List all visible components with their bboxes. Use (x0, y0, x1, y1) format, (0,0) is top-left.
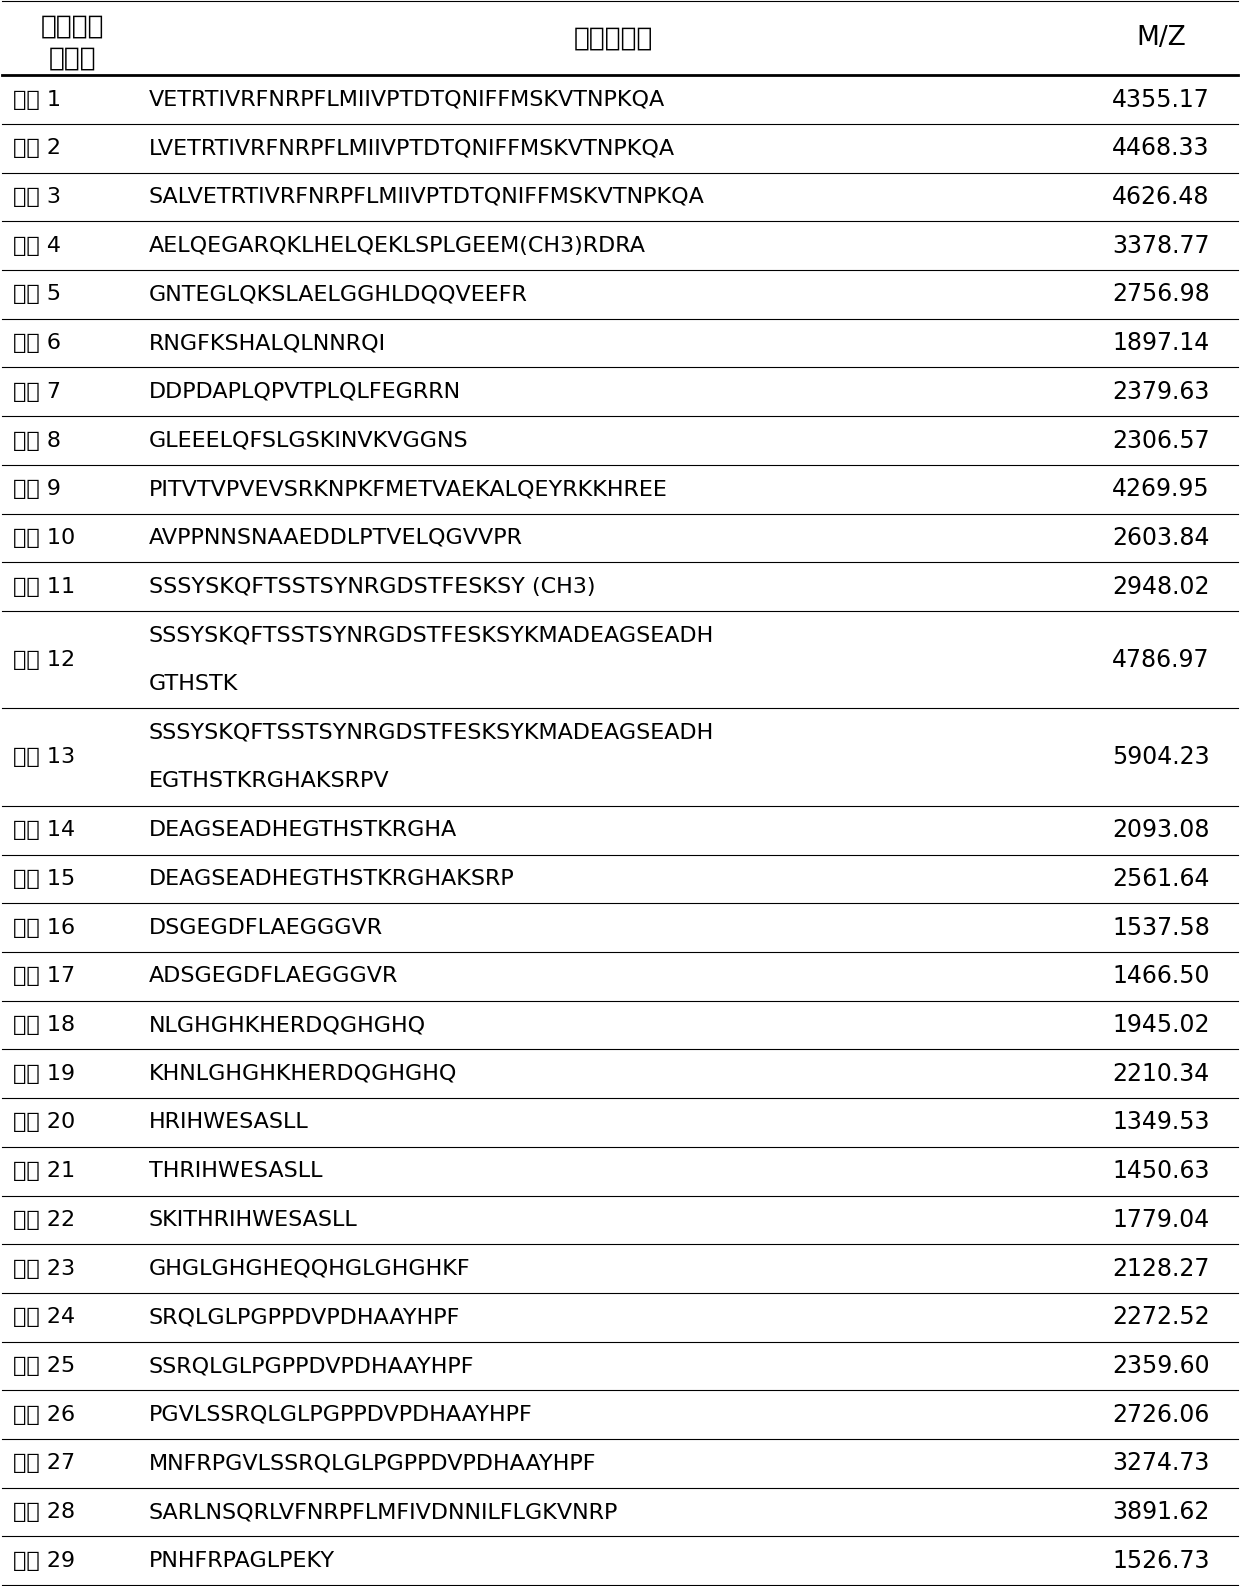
Text: DSGEGDFLAEGGGVR: DSGEGDFLAEGGGVR (149, 918, 383, 937)
Text: 序列 27: 序列 27 (14, 1453, 76, 1473)
Text: GHGLGHGHEQQHGLGHGHKF: GHGLGHGHEQQHGLGHGHKF (149, 1259, 471, 1278)
Text: 序列 6: 序列 6 (14, 333, 61, 354)
Text: 序列 13: 序列 13 (14, 747, 76, 768)
Text: 序列 15: 序列 15 (14, 869, 76, 888)
Text: 1450.63: 1450.63 (1112, 1159, 1210, 1183)
Text: NLGHGHKHERDQGHGHQ: NLGHGHKHERDQGHGHQ (149, 1015, 427, 1036)
Text: 2272.52: 2272.52 (1112, 1305, 1210, 1329)
Text: 序列 12: 序列 12 (14, 650, 76, 669)
Text: 序列 10: 序列 10 (14, 528, 76, 547)
Text: 序列 22: 序列 22 (14, 1210, 76, 1229)
Text: 2756.98: 2756.98 (1112, 282, 1210, 306)
Text: 2726.06: 2726.06 (1112, 1402, 1209, 1427)
Text: 序列 14: 序列 14 (14, 820, 76, 841)
Text: 2603.84: 2603.84 (1112, 527, 1210, 550)
Text: 序列 28: 序列 28 (14, 1502, 76, 1523)
Text: 序列 19: 序列 19 (14, 1064, 76, 1083)
Text: 序列表中: 序列表中 (41, 13, 104, 40)
Text: MNFRPGVLSSRQLGLPGPPDVPDHAAYHPF: MNFRPGVLSSRQLGLPGPPDVPDHAAYHPF (149, 1453, 596, 1473)
Text: M/Z: M/Z (1136, 25, 1185, 51)
Text: 序列 25: 序列 25 (14, 1356, 76, 1377)
Text: KHNLGHGHKHERDQGHGHQ: KHNLGHGHKHERDQGHGHQ (149, 1064, 458, 1083)
Text: ADSGEGDFLAEGGGVR: ADSGEGDFLAEGGGVR (149, 966, 398, 986)
Text: HRIHWESASLL: HRIHWESASLL (149, 1112, 309, 1132)
Text: 序列 11: 序列 11 (14, 577, 76, 596)
Text: SSSYSKQFTSSTSYNRGDSTFESKSYKMADEAGSEADH: SSSYSKQFTSSTSYNRGDSTFESKSYKMADEAGSEADH (149, 723, 714, 742)
Text: 2210.34: 2210.34 (1112, 1061, 1209, 1086)
Text: 序列 17: 序列 17 (14, 966, 76, 986)
Text: 4786.97: 4786.97 (1112, 647, 1210, 672)
Text: 5904.23: 5904.23 (1112, 745, 1210, 769)
Text: 1537.58: 1537.58 (1112, 915, 1210, 939)
Text: 3891.62: 3891.62 (1112, 1500, 1209, 1524)
Text: 3378.77: 3378.77 (1112, 233, 1210, 257)
Text: 2128.27: 2128.27 (1112, 1256, 1209, 1280)
Text: 序列 29: 序列 29 (14, 1551, 76, 1570)
Text: 序列 8: 序列 8 (14, 430, 61, 450)
Text: 序列 24: 序列 24 (14, 1307, 76, 1327)
Text: 2093.08: 2093.08 (1112, 818, 1210, 842)
Text: 1526.73: 1526.73 (1112, 1550, 1210, 1573)
Text: SRQLGLPGPPDVPDHAAYHPF: SRQLGLPGPPDVPDHAAYHPF (149, 1307, 460, 1327)
Text: 4355.17: 4355.17 (1112, 87, 1210, 111)
Text: 序列号: 序列号 (50, 44, 97, 71)
Text: SSRQLGLPGPPDVPDHAAYHPF: SSRQLGLPGPPDVPDHAAYHPF (149, 1356, 475, 1377)
Text: DEAGSEADHEGTHSTKRGHAKSRP: DEAGSEADHEGTHSTKRGHAKSRP (149, 869, 515, 888)
Text: DEAGSEADHEGTHSTKRGHA: DEAGSEADHEGTHSTKRGHA (149, 820, 458, 841)
Text: 2561.64: 2561.64 (1112, 868, 1210, 891)
Text: 1349.53: 1349.53 (1112, 1110, 1210, 1134)
Text: 序列 7: 序列 7 (14, 382, 61, 401)
Text: 序列 26: 序列 26 (14, 1405, 76, 1424)
Text: 序列 5: 序列 5 (14, 284, 61, 305)
Text: DDPDAPLQPVTPLQLFEGRRN: DDPDAPLQPVTPLQLFEGRRN (149, 382, 461, 401)
Text: 序列 2: 序列 2 (14, 138, 61, 159)
Text: 4468.33: 4468.33 (1112, 136, 1210, 160)
Text: 序列 21: 序列 21 (14, 1161, 76, 1182)
Text: 4269.95: 4269.95 (1112, 477, 1210, 501)
Text: SKITHRIHWESASLL: SKITHRIHWESASLL (149, 1210, 357, 1229)
Text: PITVTVPVEVSRKNPKFMETVAEKALQEYRKKHREE: PITVTVPVEVSRKNPKFMETVAEKALQEYRKKHREE (149, 479, 668, 500)
Text: 序列 9: 序列 9 (14, 479, 61, 500)
Text: 2379.63: 2379.63 (1112, 379, 1209, 404)
Text: AVPPNNSNAAEDDLPTVELQGVVPR: AVPPNNSNAAEDDLPTVELQGVVPR (149, 528, 523, 547)
Text: 1897.14: 1897.14 (1112, 331, 1209, 355)
Text: 序列 3: 序列 3 (14, 187, 61, 208)
Text: 1466.50: 1466.50 (1112, 964, 1210, 988)
Text: 序列 18: 序列 18 (14, 1015, 76, 1036)
Text: 2306.57: 2306.57 (1112, 428, 1210, 452)
Text: 3274.73: 3274.73 (1112, 1451, 1209, 1475)
Text: 序列 23: 序列 23 (14, 1259, 76, 1278)
Text: AELQEGARQKLHELQEKLSPLGEEM(CH3)RDRA: AELQEGARQKLHELQEKLSPLGEEM(CH3)RDRA (149, 236, 646, 255)
Text: 序列 1: 序列 1 (14, 89, 61, 109)
Text: GLEEELQFSLGSKINVKVGGNS: GLEEELQFSLGSKINVKVGGNS (149, 430, 469, 450)
Text: 氨基酸序列: 氨基酸序列 (574, 25, 653, 51)
Text: 序列 16: 序列 16 (14, 918, 76, 937)
Text: 2948.02: 2948.02 (1112, 574, 1210, 598)
Text: RNGFKSHALQLNNRQI: RNGFKSHALQLNNRQI (149, 333, 386, 354)
Text: 序列 20: 序列 20 (14, 1112, 76, 1132)
Text: VETRTIVRFNRPFLMIIVPTDTQNIFFMSKVTNPKQA: VETRTIVRFNRPFLMIIVPTDTQNIFFMSKVTNPKQA (149, 89, 665, 109)
Text: LVETRTIVRFNRPFLMIIVPTDTQNIFFMSKVTNPKQA: LVETRTIVRFNRPFLMIIVPTDTQNIFFMSKVTNPKQA (149, 138, 675, 159)
Text: EGTHSTKRGHAKSRPV: EGTHSTKRGHAKSRPV (149, 771, 389, 791)
Text: SSSYSKQFTSSTSYNRGDSTFESKSY (CH3): SSSYSKQFTSSTSYNRGDSTFESKSY (CH3) (149, 577, 595, 596)
Text: SARLNSQRLVFNRPFLMFIVDNNILFLGKVNRP: SARLNSQRLVFNRPFLMFIVDNNILFLGKVNRP (149, 1502, 619, 1523)
Text: 2359.60: 2359.60 (1112, 1354, 1210, 1378)
Text: THRIHWESASLL: THRIHWESASLL (149, 1161, 322, 1182)
Text: 序列 4: 序列 4 (14, 236, 61, 255)
Text: PGVLSSRQLGLPGPPDVPDHAAYHPF: PGVLSSRQLGLPGPPDVPDHAAYHPF (149, 1405, 533, 1424)
Text: SALVETRTIVRFNRPFLMIIVPTDTQNIFFMSKVTNPKQA: SALVETRTIVRFNRPFLMIIVPTDTQNIFFMSKVTNPKQA (149, 187, 704, 208)
Text: GTHSTK: GTHSTK (149, 674, 238, 695)
Text: 1779.04: 1779.04 (1112, 1209, 1209, 1232)
Text: SSSYSKQFTSSTSYNRGDSTFESKSYKMADEAGSEADH: SSSYSKQFTSSTSYNRGDSTFESKSYKMADEAGSEADH (149, 625, 714, 646)
Text: PNHFRPAGLPEKY: PNHFRPAGLPEKY (149, 1551, 335, 1570)
Text: 1945.02: 1945.02 (1112, 1013, 1210, 1037)
Text: GNTEGLQKSLAELGGHLDQQVEEFR: GNTEGLQKSLAELGGHLDQQVEEFR (149, 284, 528, 305)
Text: 4626.48: 4626.48 (1112, 186, 1210, 209)
